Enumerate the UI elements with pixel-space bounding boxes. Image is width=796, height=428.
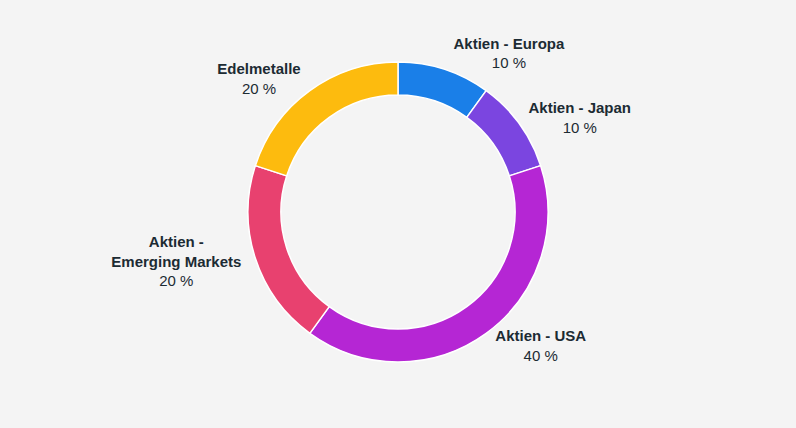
svg-text:Aktien - USA40 %: Aktien - USA40 % <box>495 327 586 364</box>
svg-text:Edelmetalle20 %: Edelmetalle20 % <box>217 60 300 97</box>
svg-text:Aktien - Europa10 %: Aktien - Europa10 % <box>453 35 565 72</box>
svg-text:Aktien - Japan10 %: Aktien - Japan10 % <box>528 99 631 136</box>
svg-text:Aktien -Emerging Markets20 %: Aktien -Emerging Markets20 % <box>111 233 241 289</box>
